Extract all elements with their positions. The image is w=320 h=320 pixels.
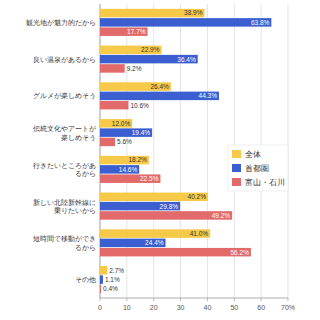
bar [100, 239, 166, 248]
bar [100, 119, 132, 128]
tick-mark [180, 298, 181, 301]
data-label: 26.4% [150, 83, 169, 90]
tick-mark [207, 298, 208, 301]
bar [100, 18, 271, 27]
bar [100, 156, 149, 165]
tick-label: 60 [257, 304, 265, 311]
data-label: 2.7% [109, 267, 124, 274]
tick-label: 70% [281, 304, 295, 311]
data-label: 29.8% [160, 203, 179, 210]
data-label: 12.0% [112, 120, 131, 127]
bar [100, 266, 107, 275]
x-axis [100, 298, 288, 299]
bar [100, 9, 204, 18]
bar [100, 165, 139, 174]
legend-label: 富山・石川 [245, 178, 285, 187]
legend: 全体首都圏富山・石川 [228, 145, 288, 191]
data-label: 22.5% [140, 175, 159, 182]
data-label: 38.9% [184, 9, 203, 16]
data-label: 5.6% [117, 138, 132, 145]
legend-label: 首都圏 [245, 164, 269, 173]
tick-mark [288, 298, 289, 301]
data-label: 0.4% [103, 285, 118, 292]
data-label: 41.0% [190, 230, 209, 237]
data-label: 19.4% [132, 129, 151, 136]
data-label: 40.2% [188, 193, 207, 200]
bar [100, 211, 232, 220]
tick-label: 50 [230, 304, 238, 311]
chart: 0 10 20 30 40 50 60 70% 観光地が魅力的だから良い温泉があるからグルメが楽… [0, 0, 320, 320]
bar [100, 248, 251, 256]
tick-label: 10 [123, 304, 131, 311]
tick-label: 40 [204, 304, 212, 311]
data-label: 1.1% [105, 276, 120, 283]
tick-mark [126, 298, 127, 301]
data-label: 17.7% [127, 28, 146, 35]
category-label: グルメが楽しめそう [33, 92, 96, 100]
category-label: 行きたいところがあるから [33, 162, 96, 178]
tick-label: 30 [177, 304, 185, 311]
data-label: 9.2% [127, 65, 142, 72]
bar [100, 101, 128, 110]
bars [100, 9, 271, 293]
bar [100, 27, 148, 36]
legend-box [228, 145, 288, 191]
data-label: 18.2% [128, 156, 147, 163]
bar [100, 46, 162, 55]
data-label: 14.6% [119, 166, 138, 173]
data-label: 10.6% [130, 102, 149, 109]
category-label: 新しい北陸新幹線に乗りたいから [33, 199, 96, 216]
legend-swatch [232, 178, 241, 186]
data-labels: 38.9% 22.9% 26.4% 12.0% 18.2% 40.2% 41.0% 2.7% 6… [103, 9, 269, 292]
tick-mark [153, 298, 154, 301]
category-label: その他 [75, 276, 96, 284]
tick-label: 0 [98, 304, 102, 311]
data-label: 56.2% [230, 249, 249, 256]
tick-mark [100, 298, 101, 301]
bar [100, 202, 180, 211]
bar [100, 229, 210, 238]
tick-mark [234, 298, 235, 301]
bar [100, 82, 171, 91]
bar [100, 285, 101, 294]
data-label: 63.8% [251, 19, 270, 26]
data-label: 22.9% [141, 46, 160, 53]
data-label: 36.4% [177, 56, 196, 63]
bar [100, 128, 152, 137]
grid [100, 4, 288, 301]
category-label: 良い温泉があるから [33, 56, 96, 64]
category-label: 伝統文化やアートが楽しめそう [33, 125, 97, 142]
bar [100, 64, 125, 73]
legend-swatch [232, 164, 241, 172]
bar [100, 92, 219, 101]
data-label: 49.2% [212, 212, 231, 219]
legend-label: 全体 [245, 150, 261, 159]
bar [100, 55, 198, 64]
category-label: 短時間で移動ができるから [33, 235, 96, 251]
bar [100, 138, 115, 147]
legend-swatch [232, 150, 241, 158]
bar [100, 174, 160, 183]
data-label: 44.3% [199, 92, 218, 99]
bar [100, 193, 208, 202]
bar [100, 275, 103, 284]
data-label: 24.4% [145, 239, 164, 246]
tick-label: 20 [150, 304, 158, 311]
category-label: 観光地が魅力的だから [26, 19, 96, 27]
tick-mark [261, 298, 262, 301]
